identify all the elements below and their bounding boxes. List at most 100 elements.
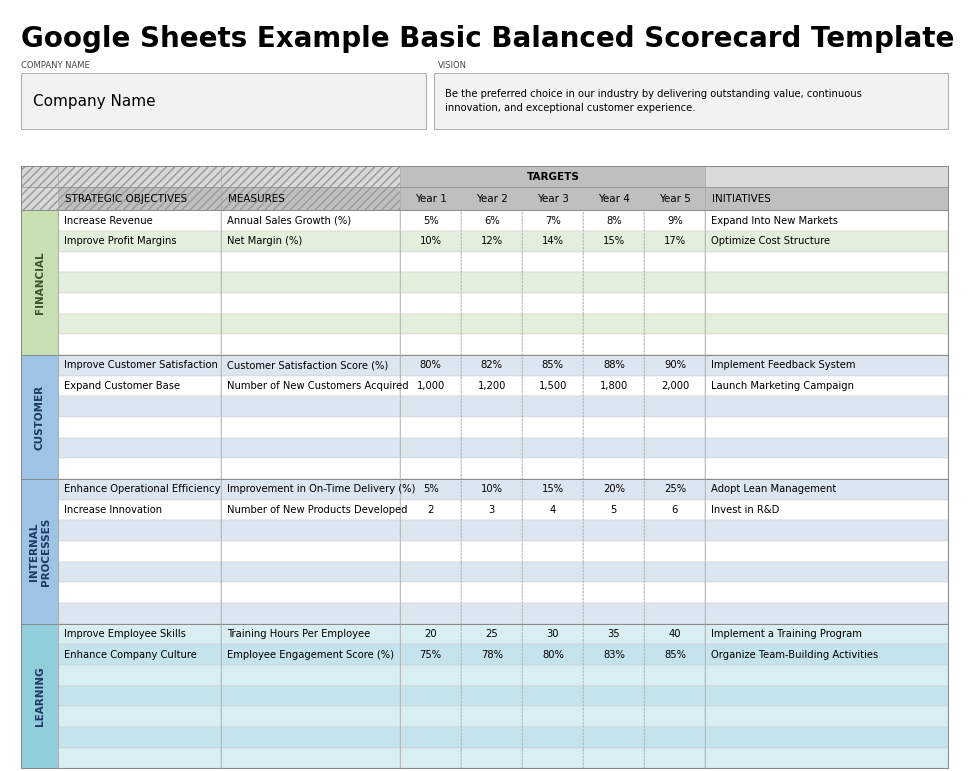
FancyBboxPatch shape: [400, 706, 461, 727]
FancyBboxPatch shape: [522, 685, 583, 706]
FancyBboxPatch shape: [461, 500, 522, 520]
FancyBboxPatch shape: [221, 562, 400, 582]
FancyBboxPatch shape: [644, 293, 705, 314]
FancyBboxPatch shape: [644, 748, 705, 769]
Text: 75%: 75%: [420, 650, 442, 660]
FancyBboxPatch shape: [705, 685, 948, 706]
Text: Be the preferred choice in our industry by delivering outstanding value, continu: Be the preferred choice in our industry …: [445, 89, 862, 113]
Text: Company Name: Company Name: [33, 93, 156, 109]
FancyBboxPatch shape: [705, 417, 948, 438]
Text: 40: 40: [669, 629, 681, 639]
Text: Improvement in On-Time Delivery (%): Improvement in On-Time Delivery (%): [227, 484, 415, 494]
FancyBboxPatch shape: [583, 541, 644, 562]
Text: 7%: 7%: [545, 216, 561, 226]
FancyBboxPatch shape: [400, 520, 461, 541]
FancyBboxPatch shape: [705, 459, 948, 479]
FancyBboxPatch shape: [58, 520, 221, 541]
Text: Implement a Training Program: Implement a Training Program: [711, 629, 862, 639]
FancyBboxPatch shape: [221, 748, 400, 769]
FancyBboxPatch shape: [400, 314, 461, 335]
FancyBboxPatch shape: [21, 210, 58, 355]
Text: 5%: 5%: [422, 484, 439, 494]
FancyBboxPatch shape: [522, 520, 583, 541]
Text: 1,000: 1,000: [417, 381, 445, 391]
FancyBboxPatch shape: [58, 252, 221, 272]
Text: 6%: 6%: [484, 216, 500, 226]
FancyBboxPatch shape: [583, 582, 644, 603]
FancyBboxPatch shape: [583, 748, 644, 769]
Text: 88%: 88%: [603, 361, 625, 370]
Text: STRATEGIC OBJECTIVES: STRATEGIC OBJECTIVES: [65, 194, 187, 204]
FancyBboxPatch shape: [461, 417, 522, 438]
FancyBboxPatch shape: [705, 231, 948, 252]
FancyBboxPatch shape: [461, 520, 522, 541]
FancyBboxPatch shape: [705, 355, 948, 375]
FancyBboxPatch shape: [221, 603, 400, 624]
FancyBboxPatch shape: [400, 624, 461, 645]
Text: 80%: 80%: [420, 361, 442, 370]
Text: 85%: 85%: [542, 361, 564, 370]
FancyBboxPatch shape: [461, 355, 522, 375]
FancyBboxPatch shape: [221, 272, 400, 293]
Text: 15%: 15%: [542, 484, 564, 494]
Text: Launch Marketing Campaign: Launch Marketing Campaign: [711, 381, 855, 391]
FancyBboxPatch shape: [461, 335, 522, 355]
FancyBboxPatch shape: [644, 438, 705, 459]
FancyBboxPatch shape: [705, 727, 948, 748]
FancyBboxPatch shape: [522, 665, 583, 685]
FancyBboxPatch shape: [461, 231, 522, 252]
Text: Training Hours Per Employee: Training Hours Per Employee: [227, 629, 370, 639]
FancyBboxPatch shape: [705, 520, 948, 541]
FancyBboxPatch shape: [21, 479, 58, 624]
Text: 25: 25: [485, 629, 498, 639]
FancyBboxPatch shape: [58, 727, 221, 748]
FancyBboxPatch shape: [400, 562, 461, 582]
FancyBboxPatch shape: [221, 417, 400, 438]
FancyBboxPatch shape: [400, 603, 461, 624]
FancyBboxPatch shape: [522, 438, 583, 459]
Text: Improve Profit Margins: Improve Profit Margins: [64, 237, 176, 247]
FancyBboxPatch shape: [461, 541, 522, 562]
Text: 17%: 17%: [664, 237, 686, 247]
FancyBboxPatch shape: [644, 210, 705, 231]
FancyBboxPatch shape: [705, 187, 948, 210]
Text: 30: 30: [547, 629, 559, 639]
Text: 8%: 8%: [606, 216, 622, 226]
FancyBboxPatch shape: [583, 727, 644, 748]
FancyBboxPatch shape: [58, 210, 221, 231]
Text: 90%: 90%: [664, 361, 686, 370]
Text: VISION: VISION: [438, 61, 467, 70]
Text: Year 3: Year 3: [537, 194, 569, 204]
Text: Year 2: Year 2: [476, 194, 508, 204]
FancyBboxPatch shape: [221, 355, 400, 375]
FancyBboxPatch shape: [400, 645, 461, 665]
FancyBboxPatch shape: [522, 727, 583, 748]
Text: 5: 5: [610, 505, 617, 515]
FancyBboxPatch shape: [400, 665, 461, 685]
Text: Year 4: Year 4: [598, 194, 630, 204]
Text: Optimize Cost Structure: Optimize Cost Structure: [711, 237, 830, 247]
FancyBboxPatch shape: [461, 562, 522, 582]
FancyBboxPatch shape: [705, 603, 948, 624]
FancyBboxPatch shape: [583, 396, 644, 417]
FancyBboxPatch shape: [461, 293, 522, 314]
FancyBboxPatch shape: [583, 645, 644, 665]
Text: Employee Engagement Score (%): Employee Engagement Score (%): [227, 650, 393, 660]
FancyBboxPatch shape: [644, 562, 705, 582]
Text: 20%: 20%: [603, 484, 625, 494]
FancyBboxPatch shape: [58, 603, 221, 624]
FancyBboxPatch shape: [644, 541, 705, 562]
FancyBboxPatch shape: [461, 603, 522, 624]
FancyBboxPatch shape: [58, 541, 221, 562]
FancyBboxPatch shape: [522, 314, 583, 335]
FancyBboxPatch shape: [58, 396, 221, 417]
FancyBboxPatch shape: [400, 727, 461, 748]
FancyBboxPatch shape: [221, 438, 400, 459]
FancyBboxPatch shape: [705, 645, 948, 665]
FancyBboxPatch shape: [221, 252, 400, 272]
FancyBboxPatch shape: [583, 355, 644, 375]
FancyBboxPatch shape: [522, 252, 583, 272]
FancyBboxPatch shape: [705, 748, 948, 769]
FancyBboxPatch shape: [522, 582, 583, 603]
Text: 1,500: 1,500: [539, 381, 567, 391]
